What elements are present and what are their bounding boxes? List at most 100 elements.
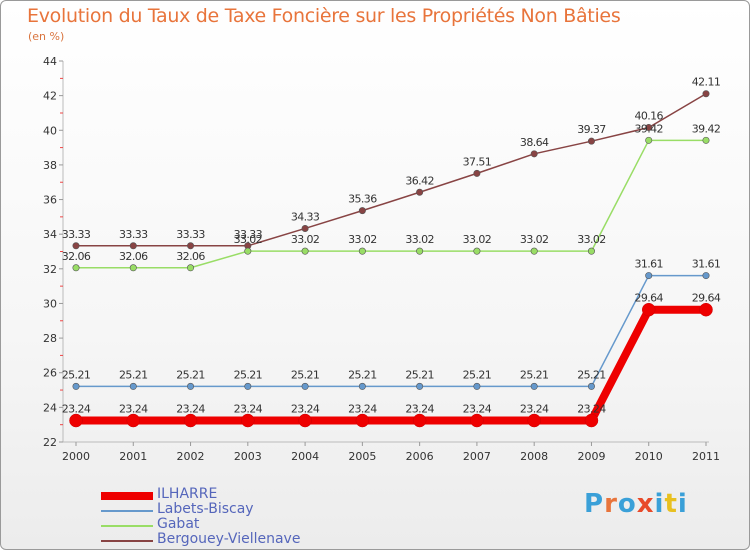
data-point — [358, 207, 366, 215]
data-label: 25.21 — [348, 368, 377, 381]
data-point — [72, 242, 80, 250]
data-label: 25.21 — [405, 368, 434, 381]
data-point — [702, 90, 710, 98]
data-label: 23.24 — [291, 403, 320, 416]
data-point — [645, 124, 653, 132]
data-point — [587, 247, 595, 255]
legend-swatch — [101, 540, 153, 542]
data-point — [187, 382, 195, 390]
data-point — [183, 413, 198, 428]
y-tick-label: 32 — [43, 263, 57, 276]
data-label: 38.64 — [520, 136, 549, 149]
x-tick-label: 2003 — [234, 450, 262, 463]
data-label: 33.33 — [119, 228, 148, 241]
data-label: 33.02 — [348, 233, 377, 246]
data-label: 25.21 — [119, 368, 148, 381]
data-label: 33.33 — [62, 228, 91, 241]
x-tick-label: 2008 — [520, 450, 548, 463]
data-point — [244, 382, 252, 390]
x-tick-label: 2010 — [635, 450, 663, 463]
data-point — [129, 382, 137, 390]
data-label: 23.24 — [119, 403, 148, 416]
y-tick-label: 30 — [43, 297, 57, 310]
data-point — [641, 302, 656, 317]
series-line-labets-biscay — [76, 274, 706, 388]
data-label: 29.64 — [634, 292, 663, 305]
data-point — [473, 169, 481, 177]
data-point — [584, 413, 599, 428]
data-label: 25.21 — [463, 368, 492, 381]
data-label: 34.33 — [291, 210, 320, 223]
data-point — [473, 247, 481, 255]
data-point — [72, 382, 80, 390]
data-point — [301, 247, 309, 255]
data-point — [412, 413, 427, 428]
x-tick-label: 2004 — [291, 450, 319, 463]
data-label: 33.02 — [577, 233, 606, 246]
data-label: 33.02 — [463, 233, 492, 246]
data-point — [587, 137, 595, 145]
x-tick-label: 2009 — [577, 450, 605, 463]
data-label: 25.21 — [520, 368, 549, 381]
data-point — [470, 413, 484, 428]
y-tick-label: 42 — [43, 90, 57, 103]
data-point — [301, 382, 309, 390]
data-label: 36.42 — [405, 174, 434, 187]
data-label: 39.42 — [692, 122, 721, 135]
data-point — [473, 382, 481, 390]
data-point — [187, 264, 195, 272]
data-label: 29.64 — [692, 292, 721, 305]
data-label: 33.33 — [176, 228, 205, 241]
data-label: 39.42 — [634, 122, 663, 135]
y-tick-label: 28 — [43, 332, 57, 345]
y-tick-label: 44 — [43, 55, 57, 68]
data-label: 33.02 — [520, 233, 549, 246]
legend-swatch — [101, 525, 153, 527]
data-label: 25.21 — [62, 368, 91, 381]
data-label: 31.61 — [692, 258, 721, 271]
data-label: 25.21 — [234, 368, 263, 381]
data-label: 23.24 — [405, 403, 434, 416]
legend-label: Gabat — [157, 516, 200, 532]
data-label: 33.33 — [234, 228, 263, 241]
y-tick-label: 36 — [43, 194, 57, 207]
data-point — [244, 247, 252, 255]
data-label: 42.11 — [692, 76, 721, 89]
y-tick-label: 34 — [43, 228, 57, 241]
data-label: 37.51 — [463, 155, 492, 168]
data-point — [301, 224, 309, 232]
y-tick-label: 38 — [43, 159, 57, 172]
data-point — [126, 413, 141, 428]
data-label: 32.06 — [176, 250, 205, 263]
unit-label: (en %) — [28, 30, 65, 43]
data-label: 33.02 — [234, 233, 263, 246]
data-point — [645, 136, 653, 144]
data-label: 32.06 — [62, 250, 91, 263]
data-label: 23.24 — [234, 403, 263, 416]
data-point — [355, 413, 370, 428]
data-point — [530, 382, 538, 390]
data-label: 31.61 — [634, 258, 663, 271]
data-point — [69, 413, 83, 428]
series-line-gabat — [76, 139, 706, 269]
data-point — [129, 242, 137, 250]
data-point — [187, 242, 195, 250]
x-tick-label: 2000 — [62, 450, 90, 463]
data-point — [527, 413, 541, 428]
data-point — [416, 247, 424, 255]
data-label: 23.24 — [577, 403, 606, 416]
chart-title: Evolution du Taux de Taxe Foncière sur l… — [27, 5, 621, 27]
data-label: 40.16 — [634, 110, 663, 123]
x-tick-label: 2001 — [119, 450, 147, 463]
y-tick-label: 40 — [43, 124, 57, 137]
data-point — [72, 264, 80, 272]
data-point — [358, 247, 366, 255]
data-label: 25.21 — [176, 368, 205, 381]
legend-label: Bergouey-Viellenave — [157, 531, 301, 547]
legend-label: ILHARRE — [157, 486, 218, 502]
data-label: 33.02 — [405, 233, 434, 246]
data-label: 25.21 — [291, 368, 320, 381]
data-point — [530, 247, 538, 255]
